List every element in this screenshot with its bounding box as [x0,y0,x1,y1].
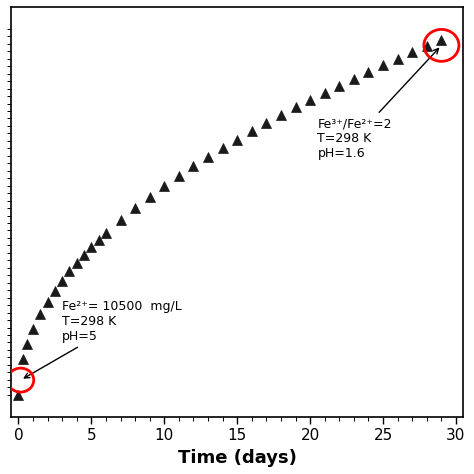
X-axis label: Time (days): Time (days) [178,449,297,467]
Text: Fe²⁺= 10500  mg/L
T=298 K
pH=5: Fe²⁺= 10500 mg/L T=298 K pH=5 [24,300,182,378]
Text: Fe³⁺/Fe²⁺=2
T=298 K
pH=1.6: Fe³⁺/Fe²⁺=2 T=298 K pH=1.6 [318,48,438,160]
